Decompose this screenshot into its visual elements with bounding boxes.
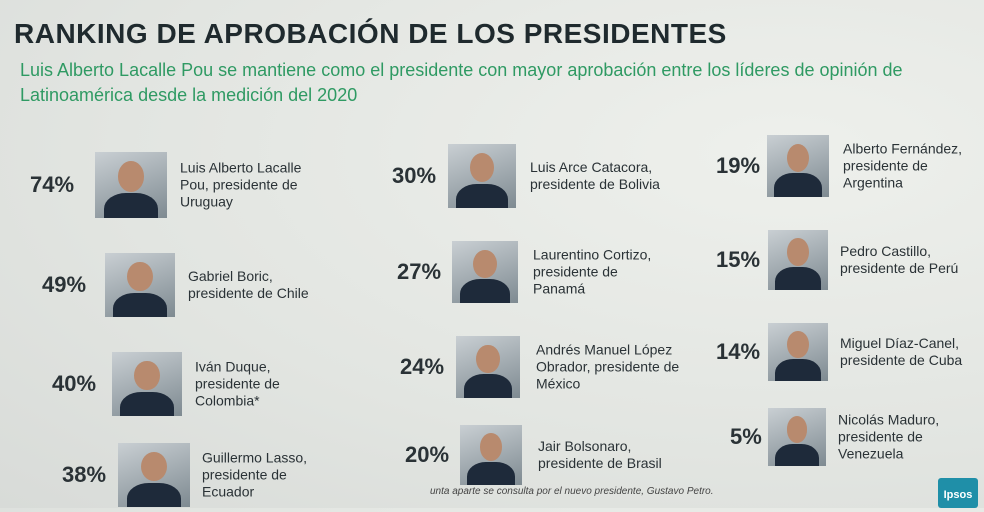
portrait [768, 408, 826, 466]
portrait [448, 144, 516, 208]
president-name: Jair Bolsonaro, presidente de Brasil [538, 438, 662, 471]
portrait-head [473, 249, 497, 279]
president-name: Luis Arce Catacora, presidente de Bolivi… [530, 159, 660, 192]
president-name: Laurentino Cortizo, presidente de Panamá [533, 246, 652, 297]
subtitle: Luis Alberto Lacalle Pou se mantiene com… [20, 60, 903, 105]
approval-percent: 40% [52, 371, 97, 396]
approval-percent: 27% [397, 259, 442, 284]
portrait-head [127, 261, 153, 292]
portrait-body [126, 482, 182, 507]
logo: Ipsos [938, 478, 978, 508]
approval-percent: 49% [42, 272, 87, 297]
portrait [768, 230, 828, 290]
approval-percent: 38% [62, 462, 107, 487]
president-name: Pedro Castillo, presidente de Perú [840, 243, 959, 276]
president-name: Nicolás Maduro, presidente de Venezuela [838, 411, 940, 462]
portrait-head [469, 152, 495, 183]
portrait-body [774, 173, 822, 197]
portrait-body [467, 462, 515, 485]
portrait-head [479, 433, 503, 461]
portrait-body [113, 292, 167, 317]
president-name: Miguel Díaz-Canel, presidente de Cuba [840, 335, 963, 368]
portrait-head [134, 360, 160, 391]
approval-percent: 5% [730, 424, 762, 449]
approval-percent: 24% [400, 354, 445, 379]
approval-percent: 30% [392, 163, 437, 188]
portrait-body [774, 443, 820, 466]
portrait [456, 336, 520, 398]
portrait-body [456, 183, 508, 208]
footnote: unta aparte se consulta por el nuevo pre… [430, 486, 714, 497]
approval-percent: 74% [30, 172, 75, 197]
portrait-head [786, 143, 810, 173]
approval-percent: 20% [405, 442, 450, 467]
portrait-body [459, 279, 511, 303]
portrait [452, 241, 518, 303]
president-name: Luis Alberto Lacalle Pou, presidente de … [180, 159, 302, 210]
portrait-body [463, 374, 513, 398]
portrait [460, 425, 522, 485]
portrait-body [775, 358, 821, 381]
approval-percent: 14% [716, 339, 761, 364]
approval-percent: 19% [716, 153, 761, 178]
president-name: Alberto Fernández, presidente de Argenti… [843, 140, 963, 191]
portrait [95, 152, 167, 218]
portrait-body [103, 192, 159, 218]
portrait-body [775, 267, 821, 290]
portrait [118, 443, 190, 507]
portrait-head [786, 416, 808, 443]
portrait-head [476, 344, 500, 374]
portrait-head [141, 451, 167, 482]
portrait [768, 323, 828, 381]
portrait-head [787, 238, 809, 266]
portrait [105, 253, 175, 317]
president-name: Gabriel Boric, presidente de Chile [188, 268, 309, 301]
portrait-body [120, 391, 174, 416]
approval-percent: 15% [716, 247, 761, 272]
title: RANKING DE APROBACIÓN DE LOS PRESIDENTES [14, 18, 727, 49]
president-name: Guillermo Lasso, presidente de Ecuador [202, 449, 308, 500]
portrait [767, 135, 829, 197]
president-name: Andrés Manuel López Obrador, presidente … [536, 341, 680, 392]
portrait-head [787, 331, 809, 358]
portrait [112, 352, 182, 416]
president-name: Iván Duque, presidente de Colombia* [195, 358, 280, 409]
portrait-head [118, 161, 144, 192]
